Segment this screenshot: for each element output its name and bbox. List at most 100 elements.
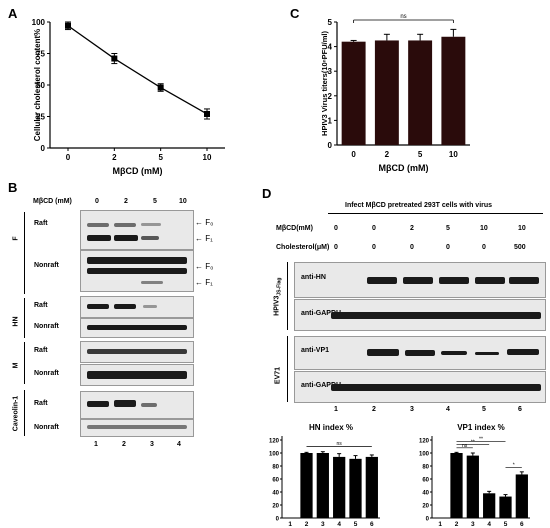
mbcd-value: 2 [410, 225, 414, 232]
group-label-hpiv3: HPIV3JS-Flag [273, 277, 283, 316]
blot-anti-gapdh-2: anti-GAPDH [294, 371, 546, 403]
group-bracket [24, 390, 28, 436]
cholesterol-value: 0 [482, 244, 486, 251]
mbcd-header: MβCD (mM) [33, 198, 72, 205]
y-axis-label: Cellular cholesterol content% [33, 29, 42, 141]
y-tick-label: 80 [422, 465, 429, 471]
group-bracket [24, 298, 28, 338]
x-tick-label: 2 [455, 521, 459, 528]
lane-number: 1 [334, 406, 338, 413]
data-point [204, 110, 210, 117]
significance-label: ns [400, 14, 406, 20]
blot-hn-raft [80, 296, 194, 318]
bar [441, 36, 466, 146]
lane-number: 2 [372, 406, 376, 413]
conc-label: 10 [179, 198, 187, 205]
y-tick-label: 0 [41, 144, 46, 153]
lane-number: 4 [177, 441, 181, 448]
protein-label-hn: HN [12, 316, 20, 327]
group-bracket [24, 342, 28, 384]
x-tick-label: 4 [337, 521, 341, 528]
arrow-f0: ← F₀ [195, 218, 214, 227]
row-label-nonraft: Nonraft [34, 262, 59, 269]
blot-hn-nonraft [80, 318, 194, 338]
y-tick-label: 60 [422, 478, 429, 484]
x-tick-label: 10 [449, 150, 458, 159]
chart-title: VP1 index % [457, 423, 505, 432]
panel-c-bar-chart: 0 1 2 3 4 5 0 2 5 10 ns MβCD (mM) HPIV3 Virus titers… [320, 14, 470, 173]
blot-f-nonraft [80, 250, 194, 292]
series-line [67, 25, 208, 115]
lane-number: 6 [518, 406, 522, 413]
cholesterol-values: 0 0 0 0 0 500 [328, 244, 543, 254]
y-axis-label: HPIV3 Virus titers(10ⁿPFU/ml) [320, 31, 329, 136]
blot-anti-vp1: anti-VP1 [294, 336, 546, 370]
bar [349, 458, 362, 518]
x-tick-label: 4 [487, 521, 491, 528]
x-tick-label: 10 [203, 153, 212, 162]
blot-m-nonraft [80, 364, 194, 386]
panel-d-title: Infect MβCD pretreated 293T cells with v… [345, 202, 493, 209]
blot-m-raft [80, 341, 194, 363]
arrow-f1: ← F₁ [195, 278, 213, 287]
y-tick-label: 2 [328, 92, 333, 101]
lane-number: 4 [446, 406, 450, 413]
y-tick-label: 60 [272, 478, 279, 484]
lane-number: 3 [410, 406, 414, 413]
y-tick-label: 3 [328, 67, 333, 76]
row-label-raft: Raft [34, 347, 48, 354]
conc-label: 2 [124, 198, 128, 205]
mbcd-values: 0 0 2 5 10 10 [328, 225, 543, 235]
lane-number: 3 [150, 441, 154, 448]
x-tick-label: 2 [305, 521, 309, 528]
cholesterol-row-label: Cholesterol(μM) [276, 244, 330, 251]
mbcd-value: 10 [518, 225, 526, 232]
blot-label: anti-GAPDH [301, 382, 342, 389]
significance-label: ** [479, 436, 483, 442]
y-tick-label: 80 [272, 465, 279, 471]
significance-label: ns [337, 441, 343, 447]
x-tick-label: 5 [158, 153, 163, 162]
cholesterol-value: 0 [410, 244, 414, 251]
mbcd-value: 0 [334, 225, 338, 232]
x-tick-label: 0 [351, 150, 356, 159]
protein-label-caveolin: Caveolin-1 [12, 395, 20, 432]
mbcd-value: 10 [480, 225, 488, 232]
blot-anti-gapdh-1: anti-GAPDH [294, 299, 546, 331]
row-label-nonraft: Nonraft [34, 323, 59, 330]
cholesterol-value: 500 [514, 244, 526, 251]
y-tick-label: 40 [422, 491, 429, 497]
x-axis-label: MβCD (mM) [113, 166, 163, 176]
y-tick-label: 4 [328, 43, 333, 52]
blot-label: anti-GAPDH [301, 310, 342, 317]
mbcd-value: 0 [372, 225, 376, 232]
data-point [157, 84, 164, 91]
y-tick-label: 0 [276, 517, 280, 523]
conc-row: 0 2 5 10 [90, 198, 200, 208]
arrow-f0: ← F₀ [195, 262, 214, 271]
bar [499, 496, 512, 518]
group-label-ev71: EV71 [274, 366, 282, 385]
mbcd-value: 5 [446, 225, 450, 232]
y-tick-label: 100 [269, 452, 280, 458]
y-tick-label: 75 [36, 50, 45, 59]
bar [408, 40, 433, 146]
arrow-f1: ← F₁ [195, 234, 213, 243]
blot-caveolin-raft [80, 391, 194, 419]
group-bracket [287, 336, 291, 402]
blot-anti-hn: anti-HN [294, 262, 546, 298]
lane-number: 2 [122, 441, 126, 448]
conc-label: 5 [153, 198, 157, 205]
y-tick-label: 40 [272, 491, 279, 497]
row-label-nonraft: Nonraft [34, 424, 59, 431]
y-tick-label: 120 [419, 439, 430, 445]
y-tick-label: 5 [328, 18, 333, 27]
significance-label: * [513, 462, 515, 468]
bar [333, 456, 346, 518]
lane-numbers-b: 1 2 3 4 [80, 441, 192, 451]
significance-label: ns [462, 443, 468, 449]
y-tick-label: 0 [426, 517, 430, 523]
significance-label: ** [471, 440, 475, 446]
lane-number: 5 [482, 406, 486, 413]
